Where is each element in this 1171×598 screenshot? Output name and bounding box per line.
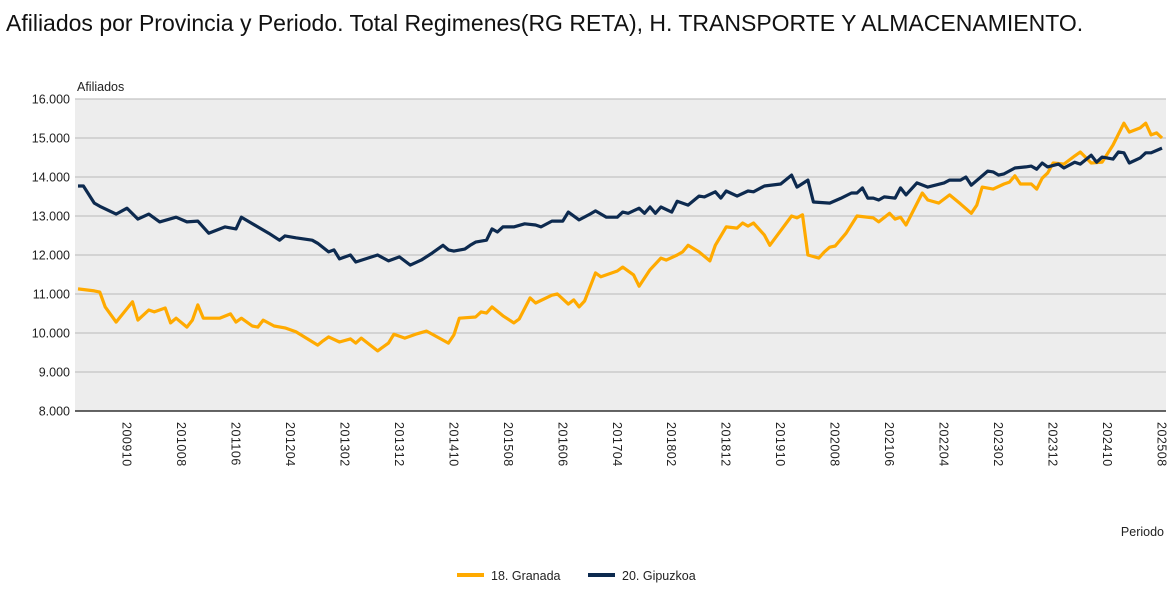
- x-tick-label: 201312: [392, 422, 406, 467]
- y-axis-label: Afiliados: [77, 80, 124, 94]
- x-tick-label: 202302: [991, 422, 1005, 467]
- y-tick-label: 14.000: [32, 171, 70, 185]
- y-tick-label: 13.000: [32, 210, 70, 224]
- y-tick-label: 8.000: [39, 405, 70, 419]
- legend-item-label: 20. Gipuzkoa: [622, 569, 696, 583]
- y-tick-label: 11.000: [33, 288, 70, 302]
- y-tick-label: 9.000: [39, 366, 70, 380]
- legend: 18. Granada 20. Gipuzkoa: [457, 569, 696, 583]
- x-tick-label: 202204: [937, 422, 951, 467]
- x-tick-label: 202008: [828, 422, 842, 467]
- x-tick-label: 201508: [501, 422, 515, 467]
- x-axis-label: Periodo: [1121, 525, 1164, 539]
- x-tick-label: 202410: [1100, 422, 1114, 467]
- x-tick-label: 202508: [1155, 422, 1169, 467]
- x-tick-label: 201008: [174, 422, 188, 467]
- series-line-gipuzkoa: [78, 146, 1163, 267]
- x-axis: 200910 201008 201106 201204 201302 201312 2014…: [120, 422, 1169, 467]
- x-tick-label: 201204: [283, 422, 297, 467]
- y-tick-label: 10.000: [32, 327, 70, 341]
- x-tick-label: 201410: [446, 422, 460, 467]
- series-line-granada: [77, 121, 1164, 353]
- x-tick-label: 201704: [610, 422, 624, 467]
- x-tick-label: 201802: [664, 422, 678, 467]
- y-tick-label: 12.000: [32, 249, 70, 263]
- x-tick-label: 201910: [773, 422, 787, 467]
- x-tick-label: 202106: [882, 422, 896, 467]
- chart-title: Afiliados por Provincia y Periodo. Total…: [6, 10, 1084, 36]
- x-tick-label: 201302: [337, 422, 351, 467]
- x-tick-label: 202312: [1046, 422, 1060, 467]
- gridlines: [75, 98, 1166, 373]
- y-tick-label: 16.000: [32, 93, 70, 107]
- y-axis: 16.000 15.000 14.000 13.000 12.000 11.000 10.0…: [32, 93, 70, 419]
- series-lines: [77, 121, 1164, 353]
- y-tick-label: 15.000: [32, 132, 70, 146]
- x-tick-label: 200910: [120, 422, 134, 467]
- legend-item-label: 18. Granada: [491, 569, 561, 583]
- x-tick-label: 201812: [719, 422, 733, 467]
- x-tick-label: 201106: [228, 422, 242, 466]
- x-tick-label: 201606: [555, 422, 569, 467]
